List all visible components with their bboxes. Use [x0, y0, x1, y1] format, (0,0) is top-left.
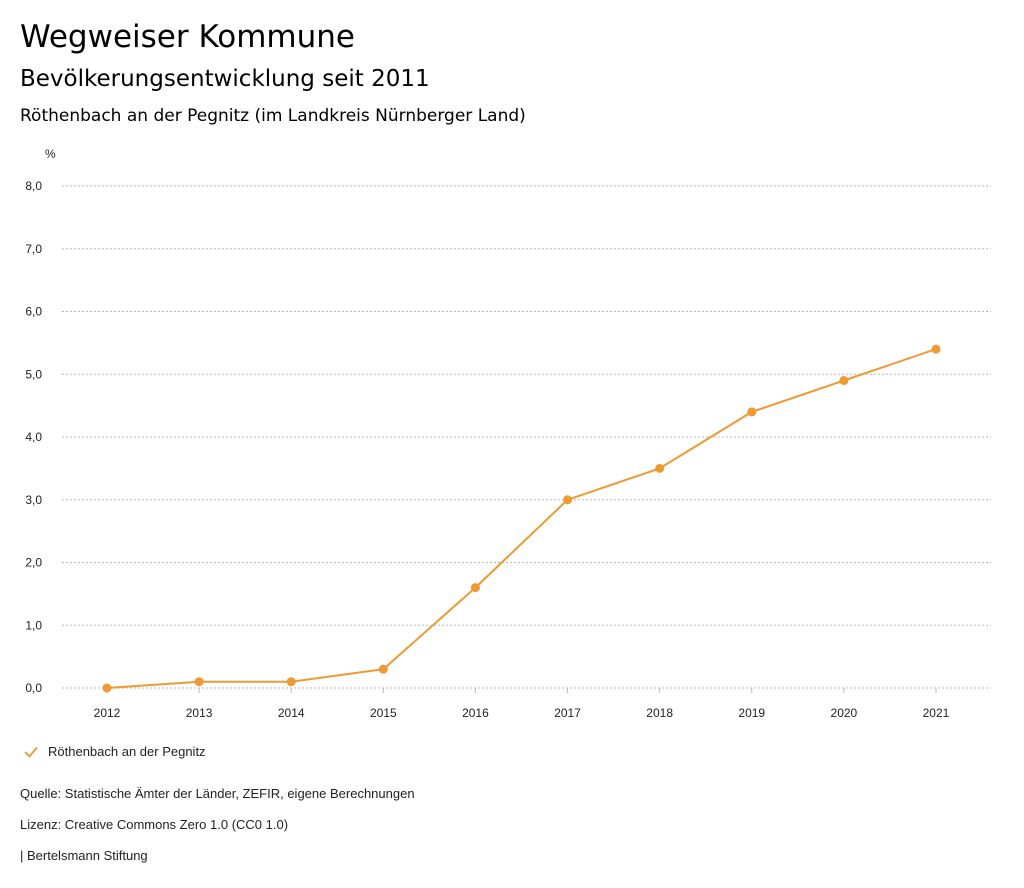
x-tick-label: 2014: [278, 706, 305, 720]
y-tick-label: 2,0: [25, 556, 42, 570]
x-tick-label: 2013: [186, 706, 213, 720]
y-tick-label: 3,0: [25, 493, 42, 507]
y-tick-label: 5,0: [25, 367, 42, 381]
series-layer: [102, 344, 941, 693]
check-icon: [24, 746, 38, 757]
y-tick-label: 6,0: [25, 305, 42, 319]
data-point[interactable]: [470, 583, 480, 593]
x-axis-ticks: 2012 2013 2014 2015 2016 2017 2018 2019 2020 2021: [94, 688, 950, 720]
x-tick-label: 2016: [462, 706, 489, 720]
data-point[interactable]: [839, 376, 849, 386]
data-point[interactable]: [378, 664, 388, 674]
brand-note: | Bertelsmann Stiftung: [20, 848, 148, 863]
data-point[interactable]: [194, 677, 204, 687]
series-line: [106, 348, 937, 689]
data-point[interactable]: [102, 683, 112, 693]
legend[interactable]: Röthenbach an der Pegnitz: [24, 744, 206, 759]
data-point[interactable]: [931, 344, 941, 354]
x-tick-label: 2015: [370, 706, 397, 720]
region-label: Röthenbach an der Pegnitz (im Landkreis …: [20, 106, 526, 126]
license-note: Lizenz: Creative Commons Zero 1.0 (CC0 1…: [20, 817, 289, 832]
y-tick-label: 1,0: [25, 618, 42, 632]
data-point[interactable]: [655, 463, 665, 473]
y-axis-unit-label: %: [45, 147, 56, 161]
x-tick-label: 2020: [831, 706, 858, 720]
line-chart: 0,0 1,0 2,0 3,0 4,0 5,0 6,0 7,0 8,0 2012 2013 2014…: [25, 147, 991, 720]
page-title: Wegweiser Kommune: [20, 19, 355, 55]
grid-lines: [62, 185, 991, 689]
x-tick-label: 2018: [646, 706, 673, 720]
source-note: Quelle: Statistische Ämter der Länder, Z…: [20, 786, 415, 801]
x-tick-label: 2017: [554, 706, 581, 720]
y-tick-label: 7,0: [25, 242, 42, 256]
y-tick-label: 8,0: [25, 179, 42, 193]
data-point[interactable]: [286, 677, 296, 687]
data-point[interactable]: [747, 407, 757, 417]
x-tick-label: 2019: [738, 706, 765, 720]
chart-subtitle: Bevölkerungsentwicklung seit 2011: [20, 66, 430, 92]
y-tick-label: 4,0: [25, 430, 42, 444]
y-axis-ticks: 0,0 1,0 2,0 3,0 4,0 5,0 6,0 7,0 8,0: [25, 179, 42, 695]
x-tick-label: 2021: [923, 706, 950, 720]
legend-label: Röthenbach an der Pegnitz: [48, 744, 206, 759]
x-tick-label: 2012: [94, 706, 121, 720]
y-tick-label: 0,0: [25, 681, 42, 695]
data-point[interactable]: [563, 495, 573, 505]
